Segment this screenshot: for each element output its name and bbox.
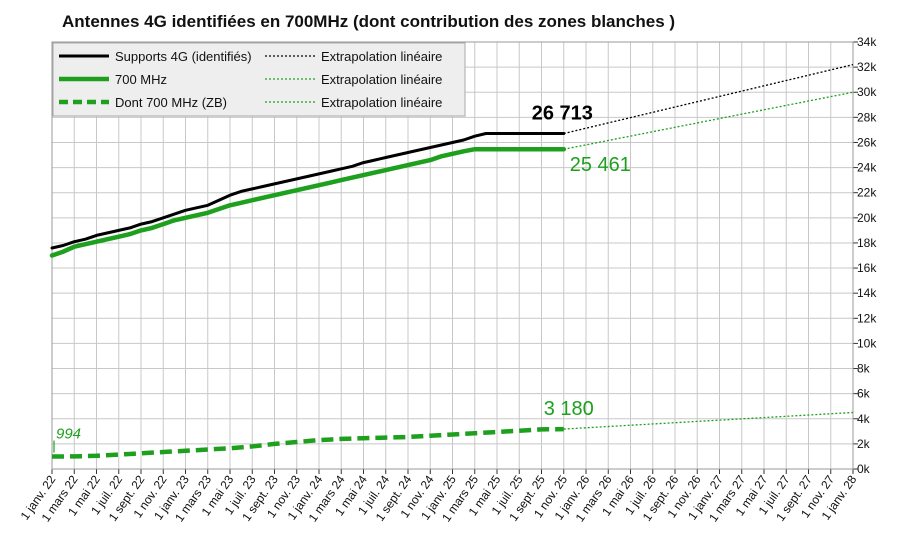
data-label: 26 713 bbox=[532, 103, 593, 125]
y-tick-label: 28k bbox=[857, 110, 877, 124]
annotations: 26 713 25 461 3 180 994 bbox=[53, 103, 631, 453]
y-tick-label: 20k bbox=[857, 211, 877, 225]
y-tick-label: 22k bbox=[857, 186, 877, 200]
legend-label: Supports 4G (identifiés) bbox=[115, 49, 252, 64]
y-tick-label: 10k bbox=[857, 336, 877, 350]
series-line-1 bbox=[49, 146, 567, 258]
y-axis-ticks: 0k 2k 4k 6k 8k 10k 12k 14k 16k 18k 20k 22k 24k 26k 28k… bbox=[857, 35, 877, 476]
y-tick-label: 26k bbox=[857, 135, 877, 149]
y-tick-label: 34k bbox=[857, 35, 877, 49]
trendline-1 bbox=[563, 91, 854, 150]
trendline-0 bbox=[563, 63, 854, 135]
legend: Supports 4G (identifiés) Extrapolation li… bbox=[52, 42, 466, 117]
y-tick-label: 12k bbox=[857, 311, 877, 325]
series-lines bbox=[49, 132, 567, 459]
chart-title: Antennes 4G identifiées en 700MHz (dont … bbox=[62, 12, 675, 31]
y-tick-label: 24k bbox=[857, 161, 877, 175]
legend-label: 700 MHz bbox=[115, 72, 167, 87]
y-tick-label: 2k bbox=[857, 437, 871, 451]
y-tick-label: 4k bbox=[857, 412, 871, 426]
y-tick-label: 18k bbox=[857, 236, 877, 250]
series-line-0 bbox=[50, 132, 566, 250]
y-tick-label: 6k bbox=[857, 387, 871, 401]
x-axis-ticks: 1 janv. 221 mars 221 mai 221 juil. 221 s… bbox=[18, 472, 860, 524]
data-label: 994 bbox=[56, 426, 81, 443]
y-tick-label: 32k bbox=[857, 60, 877, 74]
legend-label: Dont 700 MHz (ZB) bbox=[115, 95, 227, 110]
legend-label: Extrapolation linéaire bbox=[321, 95, 442, 110]
data-label: 25 461 bbox=[570, 154, 631, 176]
y-tick-label: 14k bbox=[857, 286, 877, 300]
y-tick-label: 8k bbox=[857, 362, 871, 376]
data-label: 3 180 bbox=[544, 398, 594, 420]
legend-label: Extrapolation linéaire bbox=[321, 72, 442, 87]
y-tick-label: 30k bbox=[857, 85, 877, 99]
y-tick-label: 0k bbox=[857, 462, 871, 476]
trendlines bbox=[563, 63, 854, 430]
y-tick-label: 16k bbox=[857, 261, 877, 275]
series-line-2 bbox=[51, 426, 564, 459]
legend-box bbox=[52, 42, 466, 117]
trendline-2 bbox=[563, 411, 854, 430]
legend-label: Extrapolation linéaire bbox=[321, 49, 442, 64]
